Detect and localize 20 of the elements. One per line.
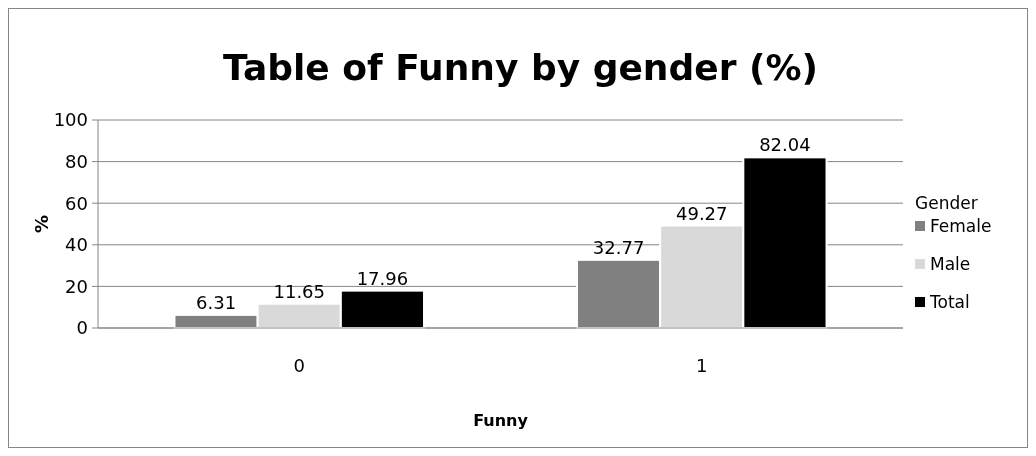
data-label: 17.96 — [356, 267, 409, 289]
data-label: 32.77 — [592, 236, 645, 258]
y-tick-label: 60 — [65, 192, 88, 214]
y-tick-label: 40 — [65, 234, 88, 256]
y-tick-label: 80 — [65, 150, 88, 172]
chart-title: Table of Funny by gender (%) — [223, 47, 818, 88]
x-axis-title: Funny — [473, 411, 529, 430]
legend-label: Male — [930, 253, 971, 274]
y-tick-label: 20 — [65, 275, 88, 297]
data-label: 6.31 — [196, 291, 237, 313]
data-label: 82.04 — [759, 134, 811, 156]
x-tick-label: 1 — [696, 355, 708, 376]
legend-title: Gender — [915, 193, 978, 213]
y-tick-label: 0 — [76, 317, 88, 339]
legend-label: Total — [929, 291, 970, 312]
data-label: 49.27 — [675, 202, 728, 224]
y-axis-title: % — [31, 214, 52, 234]
y-tick-label: 100 — [53, 109, 88, 131]
legend-label: Female — [930, 215, 992, 236]
data-label: 11.65 — [273, 280, 326, 302]
